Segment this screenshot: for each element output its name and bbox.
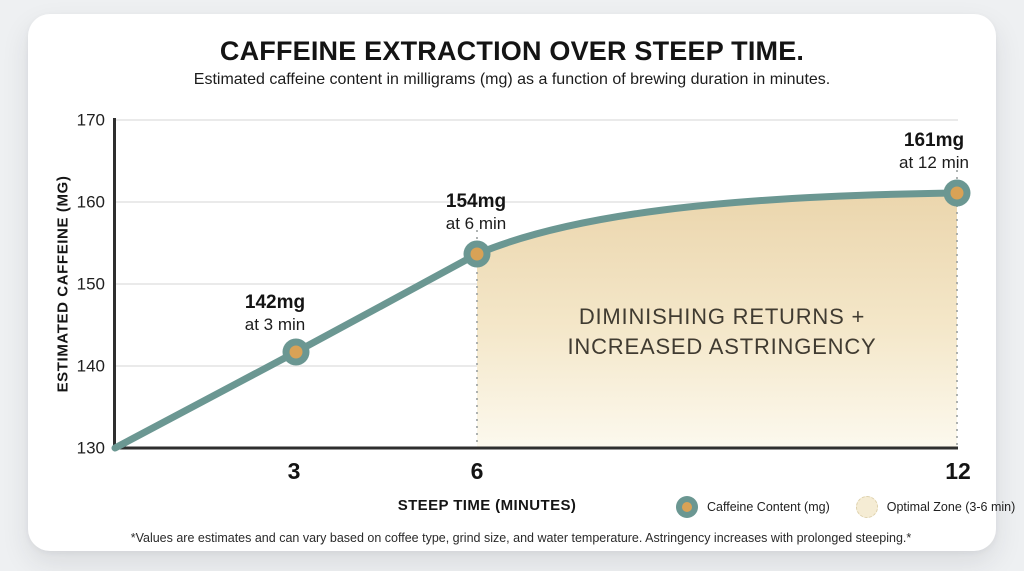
shaded-zone-area bbox=[477, 193, 957, 448]
y-tick-150: 150 bbox=[76, 274, 105, 294]
point-value-12min: 161mg bbox=[903, 130, 965, 151]
legend-label-optimal-zone: Optimal Zone (3-6 min) bbox=[886, 500, 1016, 514]
point-time-3min: at 3 min bbox=[244, 314, 306, 334]
data-point-12min bbox=[943, 179, 971, 207]
data-point-6min bbox=[463, 240, 491, 268]
y-axis-title: ESTIMATED CAFFEINE (MG) bbox=[54, 175, 72, 393]
legend-item-optimal-zone: Optimal Zone (3-6 min) bbox=[855, 496, 1016, 518]
legend-label-caffeine: Caffeine Content (mg) bbox=[707, 500, 830, 514]
x-tick-6: 6 bbox=[470, 458, 484, 484]
legend-item-caffeine: Caffeine Content (mg) bbox=[676, 496, 830, 518]
point-label-6min: 154mg at 6 min bbox=[446, 191, 506, 234]
y-tick-170: 170 bbox=[76, 110, 105, 130]
point-time-12min: at 12 min bbox=[899, 152, 969, 172]
legend: Caffeine Content (mg) Optimal Zone (3-6 … bbox=[676, 496, 1015, 518]
caffeine-marker-icon bbox=[676, 496, 698, 518]
point-label-3min: 142mg at 3 min bbox=[245, 292, 305, 335]
zone-annotation-line-1: DIMINISHING RETURNS + bbox=[578, 304, 866, 329]
point-value-3min: 142mg bbox=[244, 292, 306, 313]
zone-annotation: DIMINISHING RETURNS + INCREASED ASTRINGE… bbox=[568, 302, 877, 361]
point-label-12min: 161mg at 12 min bbox=[899, 130, 969, 173]
y-tick-130: 130 bbox=[76, 438, 105, 458]
point-value-6min: 154mg bbox=[445, 191, 507, 212]
y-tick-140: 140 bbox=[76, 356, 105, 376]
footnote: *Values are estimates and can vary based… bbox=[130, 531, 912, 545]
point-time-6min: at 6 min bbox=[445, 213, 507, 233]
caffeine-line-series bbox=[111, 189, 961, 452]
x-tick-12: 12 bbox=[945, 458, 971, 484]
y-tick-160: 160 bbox=[76, 192, 105, 212]
x-tick-3: 3 bbox=[287, 458, 301, 484]
chart-subtitle: Estimated caffeine content in milligrams… bbox=[193, 71, 831, 88]
zone-annotation-line-2: INCREASED ASTRINGENCY bbox=[567, 333, 877, 359]
optimal-zone-swatch-icon bbox=[855, 496, 878, 518]
chart-title: CAFFEINE EXTRACTION OVER STEEP TIME. bbox=[219, 36, 805, 66]
data-point-3min bbox=[282, 338, 310, 366]
x-axis-title: STEEP TIME (MINUTES) bbox=[397, 497, 577, 514]
